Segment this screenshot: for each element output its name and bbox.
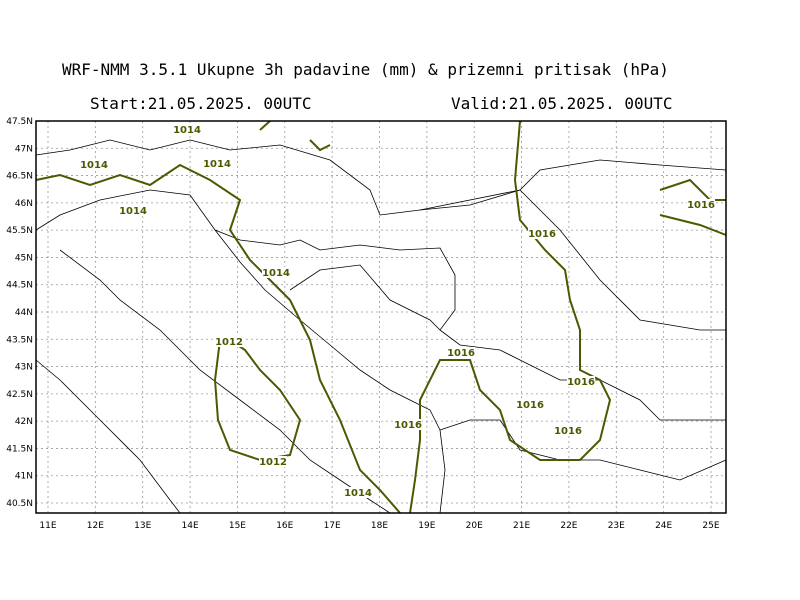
lon-tick-label: 12E [87, 521, 104, 531]
coastlines [35, 139, 727, 514]
lat-tick-label: 46.5N [6, 172, 33, 182]
lat-tick-label: 42.5N [6, 390, 33, 400]
contour-label: 1014 [173, 125, 201, 136]
lat-tick-label: 41N [15, 472, 33, 482]
contour-label: 1012 [215, 337, 243, 348]
lon-tick-label: 11E [39, 521, 56, 531]
start-time: Start:21.05.2025. 00UTC [90, 94, 312, 113]
title: WRF-NMM 3.5.1 Ukupne 3h padavine (mm) & … [62, 60, 669, 79]
label-bg [215, 336, 243, 347]
label-bg [447, 347, 475, 358]
coastline [59, 249, 391, 514]
lon-tick-label: 14E [182, 521, 199, 531]
label-bg [203, 158, 231, 169]
isobar [659, 178, 727, 236]
lat-tick-label: 43N [15, 363, 33, 373]
lon-tick-label: 24E [655, 521, 672, 531]
lon-tick-label: 25E [702, 521, 719, 531]
label-bg [80, 159, 108, 170]
label-bg [259, 456, 287, 467]
lon-tick-label: 20E [466, 521, 483, 531]
label-bg [516, 399, 544, 410]
isobars [35, 120, 727, 514]
contour-label: 1016 [528, 229, 556, 240]
contour-label: 1014 [344, 488, 372, 499]
contour-label: 1016 [687, 200, 715, 211]
lat-tick-label: 45N [15, 253, 33, 263]
isobar [213, 339, 302, 462]
contour-label: 1014 [262, 268, 290, 279]
contour-label: 1014 [119, 206, 147, 217]
lon-tick-label: 22E [560, 521, 577, 531]
lat-tick-label: 44.5N [6, 281, 33, 291]
isobar [409, 120, 612, 514]
label-bg [394, 419, 422, 430]
map-frame [35, 120, 727, 514]
label-bg [687, 199, 715, 210]
contour-label: 1014 [203, 159, 231, 170]
contour-label: 1016 [394, 420, 422, 431]
contour-label: 1016 [447, 348, 475, 359]
label-bg [173, 124, 201, 135]
lon-tick-label: 15E [229, 521, 246, 531]
contour-label: 1014 [80, 160, 108, 171]
valid-time: Valid:21.05.2025. 00UTC [451, 94, 673, 113]
lat-tick-label: 47.5N [6, 117, 33, 127]
lon-tick-label: 17E [324, 521, 341, 531]
lon-tick-label: 13E [134, 521, 151, 531]
border [289, 264, 441, 331]
label-bg [554, 425, 582, 436]
contour-label: 1016 [516, 400, 544, 411]
isobar [35, 163, 401, 514]
label-bg [262, 267, 290, 278]
lon-tick-label: 21E [513, 521, 530, 531]
isobar [259, 120, 331, 152]
contour-label: 1016 [554, 426, 582, 437]
lat-tick-label: 47N [15, 144, 33, 154]
lat-tick-label: 42N [15, 417, 33, 427]
border [419, 189, 726, 331]
lon-tick-label: 18E [371, 521, 388, 531]
coastline [35, 359, 181, 514]
lat-tick-label: 45.5N [6, 226, 33, 236]
label-bg [528, 228, 556, 239]
lon-tick-label: 16E [276, 521, 293, 531]
contour-label: 1012 [259, 457, 287, 468]
lat-tick-label: 40.5N [6, 499, 33, 509]
lat-tick-label: 44N [15, 308, 33, 318]
label-bg [567, 376, 595, 387]
label-bg [344, 487, 372, 498]
lat-tick-label: 43.5N [6, 335, 33, 345]
lat-tick-label: 41.5N [6, 444, 33, 454]
lat-tick-label: 46N [15, 199, 33, 209]
lon-tick-label: 19E [418, 521, 435, 531]
label-bg [119, 205, 147, 216]
lon-tick-label: 23E [608, 521, 625, 531]
contour-label: 1016 [567, 377, 595, 388]
border [35, 139, 727, 216]
